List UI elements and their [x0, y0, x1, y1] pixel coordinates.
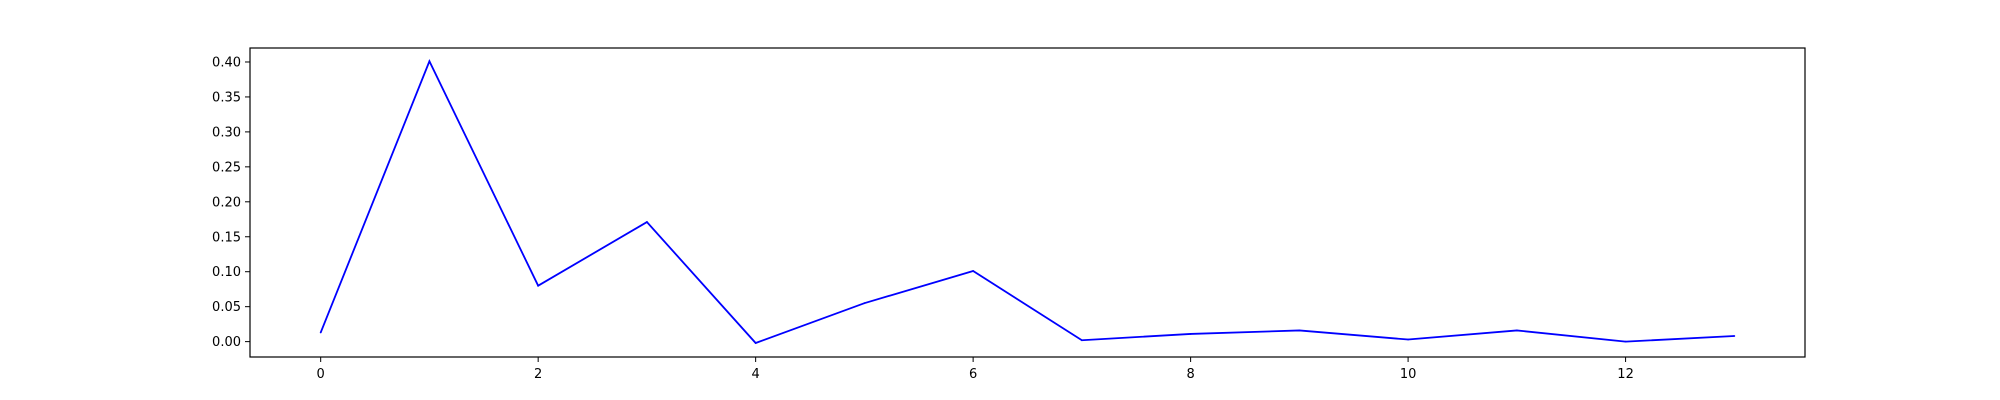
x-tick-label: 12 — [1617, 367, 1634, 382]
data-point — [754, 342, 757, 344]
data-point — [1407, 338, 1409, 341]
data-point — [319, 331, 322, 334]
y-tick-label: 0.20 — [212, 195, 241, 210]
data-point — [972, 270, 975, 272]
data-point — [1189, 333, 1192, 335]
data-point — [1733, 335, 1736, 337]
x-tick-label: 6 — [969, 367, 977, 382]
data-point — [1080, 339, 1083, 342]
x-tick-label: 10 — [1400, 367, 1417, 382]
plot-area-frame — [249, 47, 1806, 358]
data-point — [646, 221, 648, 223]
y-tick-label: 0.40 — [212, 55, 241, 70]
data-point — [1298, 329, 1301, 332]
x-tick-label: 8 — [1186, 367, 1194, 382]
y-tick-label: 0.35 — [212, 90, 241, 105]
y-tick-label: 0.25 — [212, 160, 241, 175]
data-point — [1624, 340, 1627, 343]
series-layer — [319, 59, 1736, 345]
data-point — [537, 284, 540, 287]
x-tick-label: 4 — [752, 367, 760, 382]
data-point — [863, 302, 866, 305]
data-point — [428, 60, 431, 63]
y-tick-label: 0.30 — [212, 125, 241, 140]
y-tick-label: 0.05 — [212, 300, 241, 315]
series-line — [319, 59, 1735, 345]
y-axis: 0.00 0.05 0.10 0.15 0.20 0.25 0.30 0.35 0.40 — [212, 55, 250, 350]
data-point — [1515, 329, 1518, 332]
y-tick-label: 0.00 — [212, 335, 241, 350]
x-axis: 0 2 4 6 8 10 12 — [317, 357, 1634, 382]
x-tick-label: 2 — [534, 367, 542, 382]
x-tick-label: 0 — [317, 367, 325, 382]
y-tick-label: 0.10 — [212, 265, 241, 280]
y-tick-label: 0.15 — [212, 230, 241, 245]
